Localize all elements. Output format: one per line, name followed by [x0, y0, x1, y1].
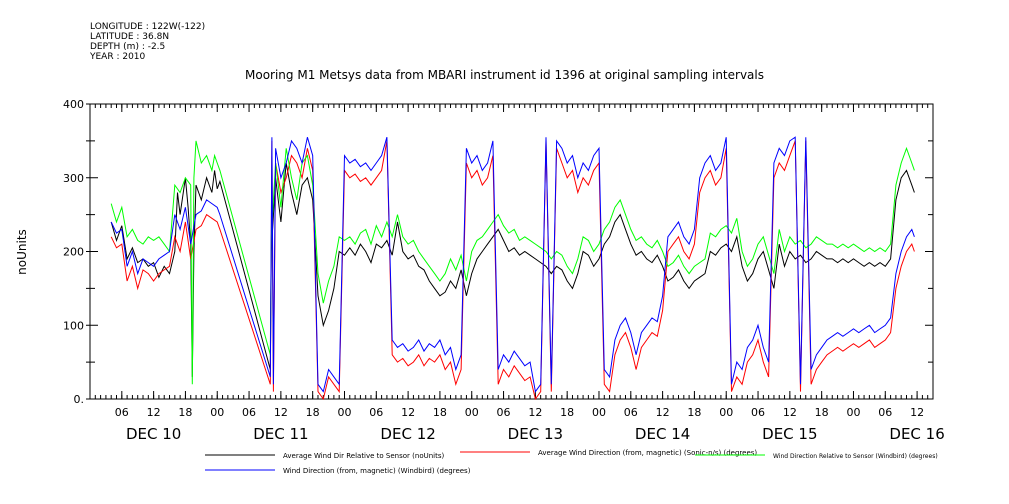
x-tick-label: 00: [210, 406, 224, 419]
latitude-label: LATITUDE : 36.8N: [90, 32, 170, 42]
x-tick-label: 00: [846, 406, 860, 419]
series-line-1: [110, 162, 915, 377]
series-line-2: [110, 140, 915, 401]
x-tick-label: 00: [465, 406, 479, 419]
series-line-4: [110, 136, 915, 393]
x-tick-label: 18: [178, 406, 192, 419]
x-tick-label: 00: [337, 406, 351, 419]
x-day-label: DEC 15: [762, 425, 817, 443]
x-tick-label: 12: [656, 406, 670, 419]
x-tick-label: 12: [910, 406, 924, 419]
x-day-label: DEC 12: [380, 425, 435, 443]
x-tick-label: 12: [528, 406, 542, 419]
legend-label-1: Average Wind Dir Relative to Sensor (noU…: [283, 452, 444, 460]
x-tick-label: 12: [401, 406, 415, 419]
x-tick-label: 00: [719, 406, 733, 419]
x-day-label: DEC 16: [889, 425, 944, 443]
y-tick-label: 0.: [74, 393, 85, 406]
x-tick-label: 06: [624, 406, 638, 419]
x-day-label: DEC 13: [508, 425, 563, 443]
x-tick-label: 18: [560, 406, 574, 419]
longitude-label: LONGITUDE : 122W(-122): [90, 22, 206, 32]
series-line-3: [110, 140, 915, 385]
x-tick-label: 12: [274, 406, 288, 419]
legend-label-3: Wind Direction Relative to Sensor (Windb…: [773, 453, 938, 460]
x-tick-label: 12: [783, 406, 797, 419]
x-tick-label: 18: [306, 406, 320, 419]
x-tick-label: 18: [815, 406, 829, 419]
x-tick-label: 00: [592, 406, 606, 419]
x-tick-label: 06: [242, 406, 256, 419]
depth-label: DEPTH (m) : -2.5: [90, 42, 166, 52]
x-day-label: DEC 10: [126, 425, 181, 443]
x-tick-label: 18: [433, 406, 447, 419]
legend-label-4: Wind Direction (from, magnetic) (Windbir…: [283, 467, 471, 475]
y-tick-label: 200: [63, 246, 84, 259]
chart-title: Mooring M1 Metsys data from MBARI instru…: [245, 68, 764, 82]
y-tick-label: 300: [63, 172, 84, 185]
x-tick-label: 12: [147, 406, 161, 419]
x-day-label: DEC 14: [635, 425, 690, 443]
x-tick-label: 18: [687, 406, 701, 419]
x-tick-label: 06: [878, 406, 892, 419]
x-tick-label: 06: [115, 406, 129, 419]
x-tick-label: 06: [369, 406, 383, 419]
x-tick-label: 06: [497, 406, 511, 419]
x-day-label: DEC 11: [253, 425, 308, 443]
y-tick-label: 400: [63, 98, 84, 111]
x-tick-label: 06: [751, 406, 765, 419]
year-label: YEAR : 2010: [90, 52, 146, 62]
y-tick-label: 100: [63, 319, 84, 332]
legend-label-2: Average Wind Direction (from, magnetic) …: [538, 449, 757, 457]
